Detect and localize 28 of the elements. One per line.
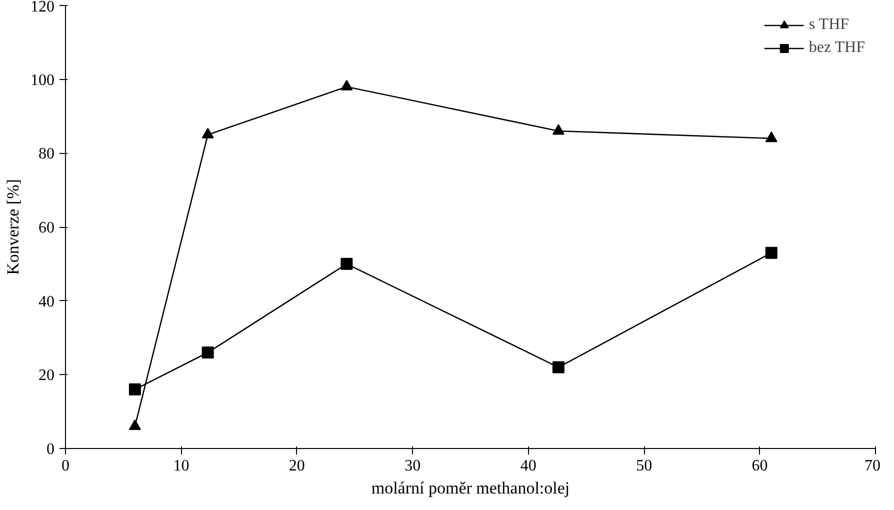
point bbox=[202, 346, 214, 359]
y-tick-label: 100 bbox=[30, 72, 54, 89]
point bbox=[765, 246, 778, 259]
x-tick-label: 40 bbox=[520, 458, 536, 474]
point bbox=[552, 361, 564, 374]
x-tick-label: 60 bbox=[752, 458, 768, 474]
y-tick-label: 120 bbox=[30, 0, 54, 16]
legend-label: bez THF bbox=[808, 39, 865, 57]
y-axis-title: Konverze [%] bbox=[4, 179, 22, 275]
point bbox=[340, 80, 353, 90]
x-tick-label: 30 bbox=[404, 458, 421, 474]
x-tick-label: 0 bbox=[62, 458, 70, 474]
x-tick-label: 10 bbox=[173, 458, 190, 474]
point bbox=[552, 124, 564, 135]
y-tick-label: 20 bbox=[38, 367, 54, 384]
legend-label: s THF bbox=[808, 16, 850, 34]
x-tick-label: 50 bbox=[636, 458, 652, 474]
point bbox=[128, 383, 141, 396]
y-tick-label: 40 bbox=[38, 293, 54, 310]
point bbox=[340, 258, 353, 270]
x-tick-label: 20 bbox=[288, 458, 305, 474]
y-tick-label: 80 bbox=[38, 146, 54, 163]
y-tick-label: 0 bbox=[46, 441, 54, 458]
y-tick-label: 60 bbox=[38, 220, 54, 236]
point bbox=[202, 128, 214, 138]
x-tick-label: 70 bbox=[864, 458, 880, 474]
x-axis-title: molární poměr methanol:olej bbox=[371, 478, 570, 498]
point bbox=[765, 132, 778, 142]
